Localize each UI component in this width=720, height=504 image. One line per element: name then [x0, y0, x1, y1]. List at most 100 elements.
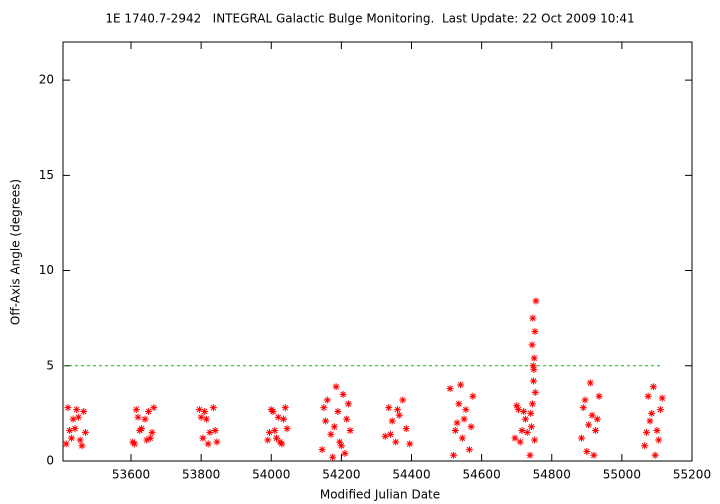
data-point	[323, 396, 331, 404]
data-point	[406, 440, 414, 448]
data-point	[592, 427, 600, 435]
data-point	[402, 425, 410, 433]
data-point	[527, 423, 535, 431]
data-point	[266, 428, 274, 436]
data-point	[460, 415, 468, 423]
chart-title: 1E 1740.7-2942 INTEGRAL Galactic Bulge M…	[105, 12, 634, 26]
data-point	[586, 379, 594, 387]
data-point	[530, 366, 538, 374]
data-point	[141, 415, 149, 423]
data-point	[271, 427, 279, 435]
data-point	[518, 427, 526, 435]
data-point	[336, 438, 344, 446]
data-point	[526, 451, 534, 459]
data-point	[642, 428, 650, 436]
data-point	[71, 425, 79, 433]
data-point	[204, 440, 212, 448]
data-point	[658, 394, 666, 402]
data-point	[280, 415, 288, 423]
data-point	[339, 390, 347, 398]
data-point	[213, 438, 221, 446]
data-point	[446, 385, 454, 393]
data-point	[327, 430, 335, 438]
data-point	[264, 436, 272, 444]
data-point	[641, 442, 649, 450]
data-point	[531, 327, 539, 335]
data-point	[451, 427, 459, 435]
data-point	[388, 417, 396, 425]
data-point	[585, 421, 593, 429]
data-point	[467, 423, 475, 431]
data-point	[458, 434, 466, 442]
data-point	[330, 423, 338, 431]
data-point	[529, 362, 537, 370]
data-point	[276, 438, 284, 446]
data-point	[343, 415, 351, 423]
x-tick-label: 54600	[463, 468, 501, 482]
data-point	[283, 425, 291, 433]
data-point	[648, 409, 656, 417]
data-point	[150, 404, 158, 412]
data-point	[651, 451, 659, 459]
data-point	[69, 415, 77, 423]
data-point	[511, 434, 519, 442]
plot-frame	[62, 41, 693, 462]
data-point	[195, 406, 203, 414]
data-point	[588, 411, 596, 419]
x-tick-label: 53600	[112, 468, 150, 482]
data-point	[465, 446, 473, 454]
data-point	[274, 413, 282, 421]
y-tick-label: 5	[46, 358, 54, 372]
x-tick-label: 53800	[182, 468, 220, 482]
data-point	[521, 415, 529, 423]
data-point	[131, 440, 139, 448]
data-point	[450, 451, 458, 459]
data-point	[385, 404, 393, 412]
data-point	[513, 402, 521, 410]
data-point	[320, 404, 328, 412]
data-point	[341, 449, 349, 457]
x-tick-label: 54800	[533, 468, 571, 482]
data-point	[78, 442, 86, 450]
data-point	[395, 411, 403, 419]
data-point	[649, 383, 657, 391]
data-point	[67, 434, 75, 442]
data-point	[593, 415, 601, 423]
y-tick-label: 0	[46, 454, 54, 468]
data-point	[269, 407, 277, 415]
data-point	[66, 427, 74, 435]
data-point	[148, 428, 156, 436]
data-point	[322, 417, 330, 425]
data-point	[392, 438, 400, 446]
data-point	[81, 428, 89, 436]
data-point	[332, 383, 340, 391]
data-point	[211, 427, 219, 435]
y-tick-label: 10	[39, 263, 54, 277]
data-point	[579, 404, 587, 412]
data-point	[527, 409, 535, 417]
data-point	[595, 392, 603, 400]
data-point	[520, 407, 528, 415]
data-point	[531, 388, 539, 396]
data-point	[455, 400, 463, 408]
data-point	[583, 447, 591, 455]
data-point	[457, 381, 465, 389]
data-point	[134, 413, 142, 421]
data-point	[206, 428, 214, 436]
data-point	[80, 407, 88, 415]
data-point	[646, 417, 654, 425]
data-point	[334, 407, 342, 415]
data-point	[532, 297, 540, 305]
data-point	[337, 442, 345, 450]
y-tick-label: 20	[39, 73, 54, 87]
data-point	[453, 419, 461, 427]
data-point	[281, 404, 289, 412]
data-point	[523, 428, 531, 436]
data-point	[531, 436, 539, 444]
data-point	[346, 427, 354, 435]
data-point	[393, 406, 401, 414]
data-point	[202, 415, 210, 423]
data-point	[462, 406, 470, 414]
data-point	[469, 392, 477, 400]
x-tick-label: 54200	[322, 468, 360, 482]
